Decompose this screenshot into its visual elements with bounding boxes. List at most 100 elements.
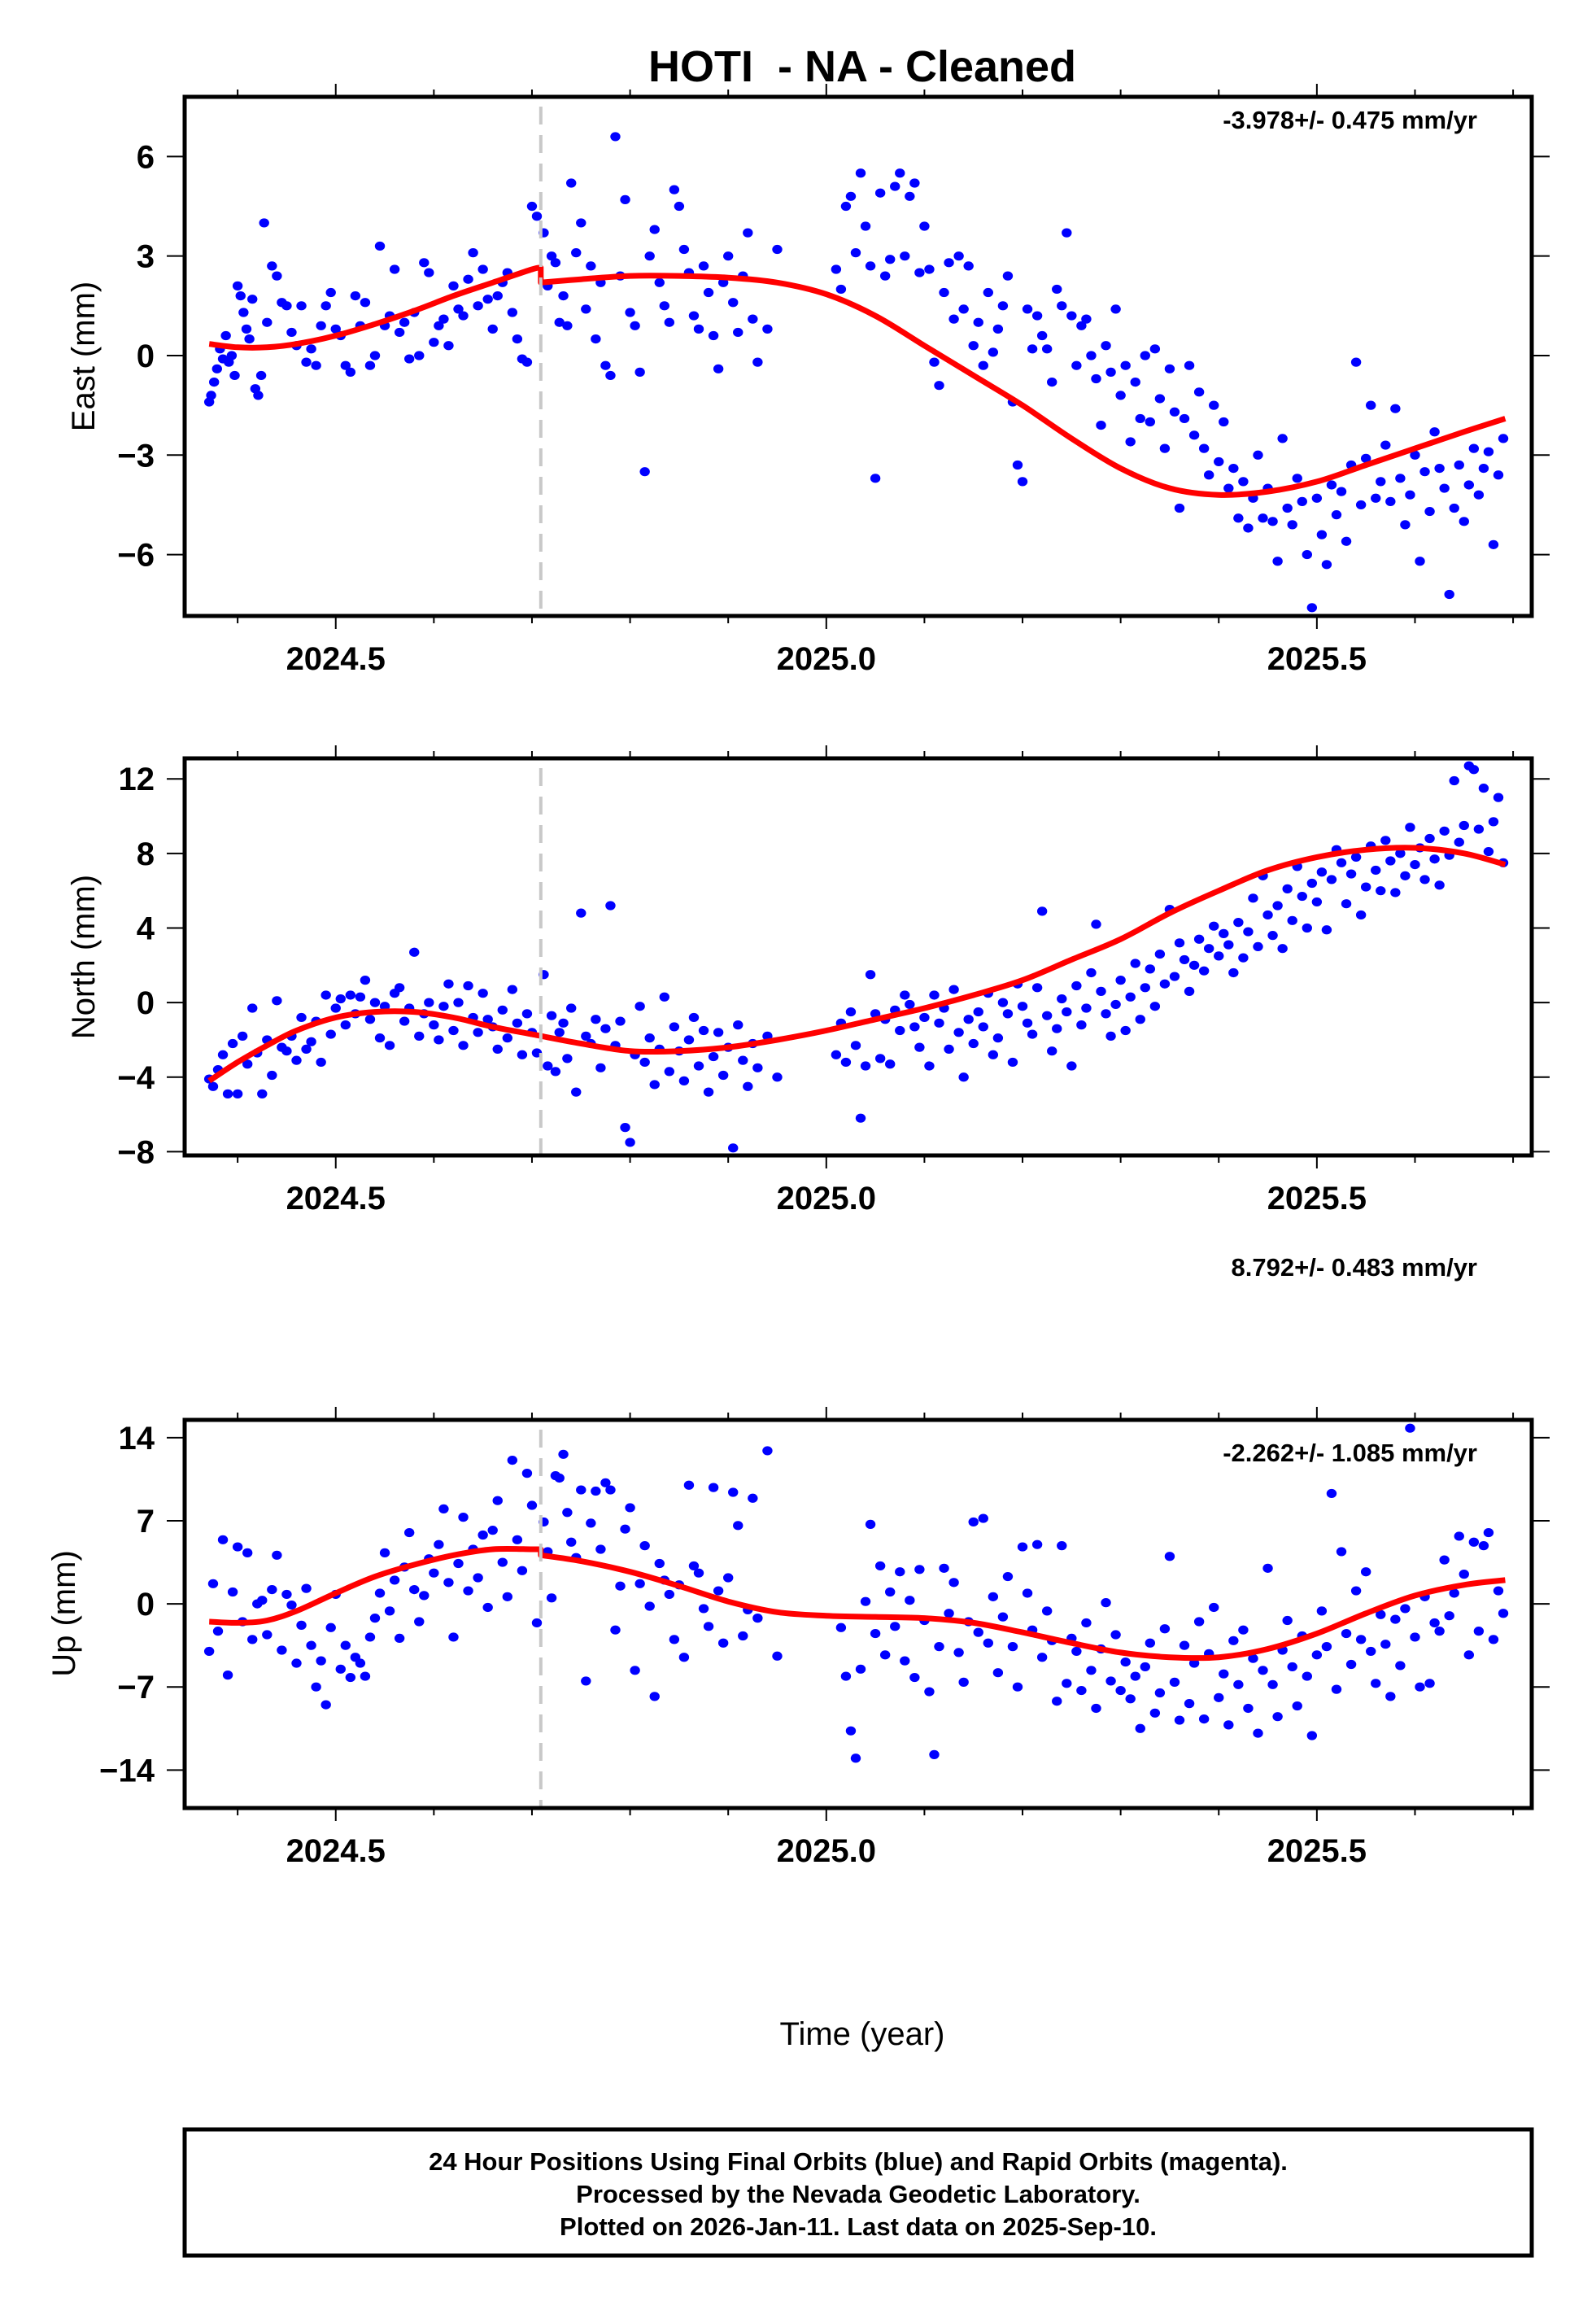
data-point [281, 1589, 292, 1600]
data-point [330, 324, 341, 334]
data-point [1062, 228, 1072, 238]
data-point [1459, 517, 1469, 526]
y-tick-label: −8 [117, 1134, 155, 1170]
data-point [242, 1548, 253, 1557]
data-point [1350, 852, 1362, 863]
data-point [722, 1573, 734, 1583]
data-point [296, 1620, 307, 1630]
data-point [1341, 536, 1352, 546]
data-point [1376, 477, 1386, 487]
data-point [1007, 1057, 1018, 1068]
data-point [855, 1113, 866, 1123]
data-point [477, 264, 488, 274]
data-point [1203, 944, 1214, 954]
data-point [743, 228, 753, 238]
data-point [1071, 360, 1082, 370]
data-point [874, 188, 886, 198]
data-point [1184, 986, 1195, 996]
data-point [1478, 463, 1489, 474]
data-point [581, 1031, 591, 1041]
data-point [1267, 1679, 1278, 1689]
data-point [1429, 1618, 1440, 1628]
data-point [1052, 284, 1062, 295]
data-point [1174, 1715, 1185, 1725]
data-point [1140, 983, 1150, 993]
data-point [669, 1635, 680, 1644]
data-point [615, 1016, 626, 1026]
data-point [424, 268, 434, 277]
data-point [919, 221, 930, 231]
data-point [235, 291, 246, 301]
data-point [232, 1542, 243, 1552]
data-point [1110, 304, 1121, 314]
data-point [1390, 1614, 1401, 1624]
data-point [434, 1035, 444, 1045]
data-point [968, 341, 979, 351]
data-point [634, 367, 645, 377]
data-point [291, 1055, 302, 1065]
data-point [762, 1446, 773, 1456]
data-point [1483, 1527, 1494, 1538]
data-point [605, 370, 616, 381]
data-point [227, 1038, 238, 1049]
data-point [227, 1587, 238, 1597]
data-point [262, 1630, 273, 1640]
data-point [267, 1584, 277, 1595]
data-point [1463, 480, 1475, 490]
data-point [948, 1578, 959, 1588]
data-point [1031, 311, 1043, 321]
data-point [1105, 1676, 1116, 1686]
data-point [909, 1672, 920, 1683]
data-point [1454, 837, 1464, 847]
data-point [257, 1596, 268, 1605]
data-point [507, 985, 518, 994]
data-point [890, 1622, 900, 1631]
data-point [1272, 1712, 1283, 1722]
data-point [1439, 1555, 1450, 1565]
x-tick-label: 2025.0 [777, 1833, 876, 1869]
data-point [1041, 1011, 1053, 1020]
data-point [944, 1609, 954, 1618]
data-point [1282, 1615, 1293, 1626]
data-point [360, 298, 371, 308]
data-point [1267, 931, 1278, 941]
data-point [554, 1028, 565, 1037]
data-point [1071, 980, 1082, 991]
data-point [458, 1041, 469, 1050]
data-point [905, 999, 915, 1010]
data-point [639, 1057, 650, 1068]
data-point [1272, 901, 1283, 911]
data-point [717, 1070, 729, 1081]
data-point [688, 311, 700, 321]
y-tick-label: 8 [137, 836, 155, 872]
data-point [1140, 1662, 1150, 1672]
data-point [379, 1548, 390, 1557]
data-point [1415, 557, 1425, 566]
data-point [1145, 1638, 1156, 1648]
data-point [1130, 1671, 1140, 1681]
data-point [253, 391, 264, 400]
data-point [639, 1541, 650, 1551]
data-point [242, 1059, 253, 1069]
data-point [929, 990, 940, 1000]
data-point [1449, 1588, 1459, 1598]
data-point [840, 1671, 852, 1681]
data-point [1253, 1728, 1263, 1738]
data-point [1062, 1679, 1072, 1688]
data-point [997, 1612, 1009, 1622]
data-point [492, 291, 503, 301]
data-point [1262, 1563, 1273, 1573]
data-point [1473, 824, 1485, 834]
y-tick-label: −6 [117, 538, 155, 574]
data-point [1311, 493, 1323, 503]
data-point [1376, 1609, 1386, 1619]
data-point [728, 298, 739, 308]
data-point [217, 1535, 229, 1544]
y-tick-label: 0 [137, 985, 155, 1021]
data-point [1478, 784, 1489, 793]
y-tick-label: −7 [117, 1670, 155, 1705]
data-point [934, 381, 944, 391]
data-point [369, 1614, 381, 1623]
